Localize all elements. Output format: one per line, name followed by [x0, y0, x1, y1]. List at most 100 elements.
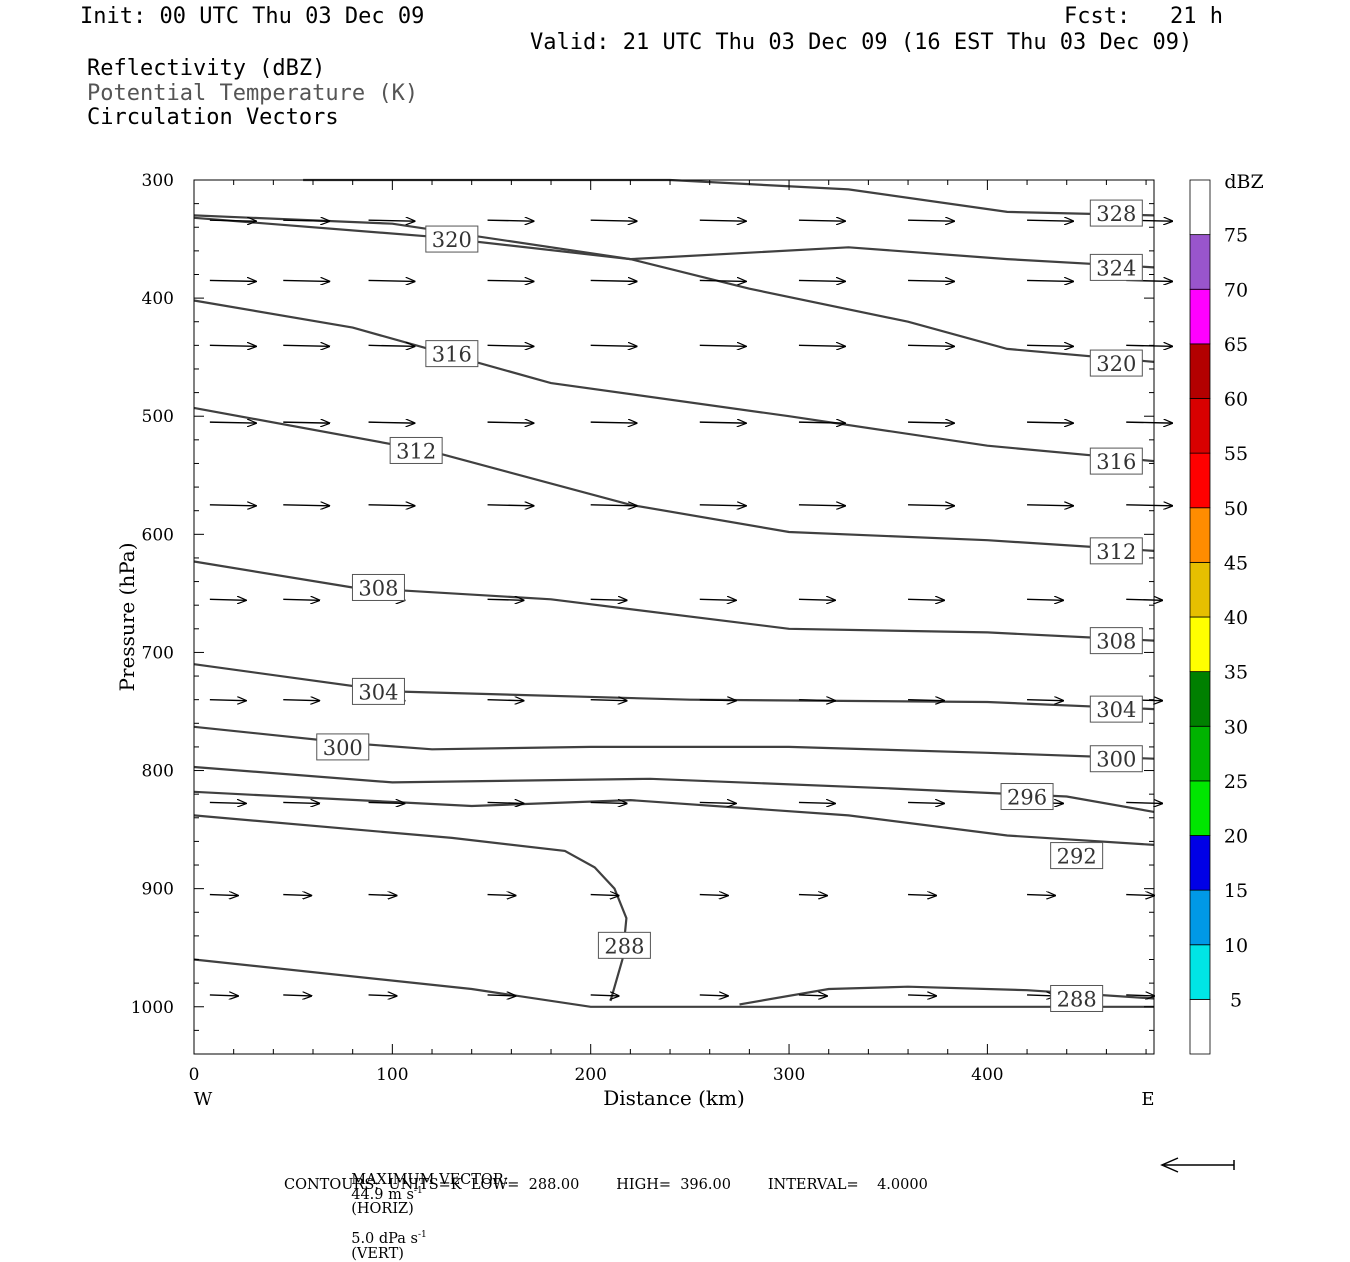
contour-label-320: 320	[1089, 349, 1143, 377]
circulation-vector	[209, 422, 256, 423]
circulation-vector	[209, 995, 238, 996]
contour-label-288: 288	[597, 931, 651, 959]
circulation-vector	[699, 995, 728, 996]
circulation-vector	[487, 995, 516, 996]
circulation-vector	[699, 895, 728, 896]
circulation-vector	[487, 802, 524, 803]
circulation-vector	[908, 220, 954, 221]
contour-label-288: 288	[1050, 984, 1104, 1012]
circulation-vector	[798, 220, 845, 221]
circulation-vector	[590, 345, 637, 346]
colorbar-bin	[1189, 889, 1211, 946]
circulation-vector	[1027, 505, 1073, 506]
colorbar: 5 10 15 20 25 30 35 40 45 50 55 60 65 70 75	[1189, 179, 1248, 1055]
svg-text:300: 300	[323, 736, 363, 760]
circulation-vector	[1027, 599, 1063, 600]
contour-label-304: 304	[1089, 695, 1143, 723]
colorbar-label: 35	[1224, 662, 1248, 684]
colorbar-bin	[1189, 780, 1211, 836]
y-tick-label: 900	[142, 880, 174, 900]
colorbar-label: 15	[1224, 880, 1248, 902]
colorbar-label: 40	[1224, 607, 1248, 629]
colorbar-bin	[1189, 725, 1211, 782]
x-tick-label: 300	[773, 1065, 805, 1085]
axis-ticks-layer: 300 400 500 600 700 800 900 1000 0 100 200 300 400	[131, 171, 1154, 1085]
colorbar-label: 10	[1224, 935, 1248, 957]
contour-label-316: 316	[1089, 447, 1143, 475]
circulation-vector	[699, 220, 746, 221]
circulation-vector	[283, 220, 329, 221]
vectors-layer	[209, 220, 1172, 996]
horiz-unit-exponent: -1	[413, 1186, 423, 1196]
circulation-vector	[283, 280, 329, 281]
contour-label-300: 300	[1089, 745, 1143, 773]
colorbar-bin	[1189, 179, 1211, 236]
colorbar-bin	[1189, 398, 1211, 454]
circulation-vector	[1027, 700, 1063, 701]
colorbar-label: 60	[1224, 389, 1248, 411]
circulation-vector	[798, 995, 827, 996]
contour-label-312: 312	[389, 436, 443, 464]
circulation-vector	[908, 599, 944, 600]
circulation-vector	[1027, 345, 1073, 346]
circulation-vector	[1027, 220, 1073, 221]
circulation-vector	[908, 700, 944, 701]
circulation-vector	[798, 280, 845, 281]
max-vector-label: MAXIMUM VECTOR:	[351, 1171, 509, 1188]
circulation-vector	[1027, 280, 1073, 281]
x-axis-label: Distance (km)	[603, 1086, 745, 1110]
circulation-vector	[590, 220, 637, 221]
circulation-vector	[590, 505, 637, 506]
circulation-vector	[283, 599, 319, 600]
svg-text:312: 312	[396, 439, 436, 463]
circulation-vector	[209, 802, 246, 803]
circulation-vector	[908, 505, 954, 506]
circulation-vector	[590, 700, 627, 701]
contour-label-324: 324	[1089, 253, 1143, 281]
circulation-vector	[798, 599, 835, 600]
circulation-vector	[1027, 422, 1073, 423]
circulation-vector	[590, 422, 637, 423]
circulation-vector	[798, 345, 845, 346]
contours-layer	[193, 178, 1155, 1008]
colorbar-label: 25	[1224, 771, 1248, 793]
circulation-vector	[209, 505, 256, 506]
circulation-vector	[368, 422, 415, 423]
circulation-vector	[699, 345, 746, 346]
circulation-vector	[209, 895, 238, 896]
svg-text:288: 288	[1057, 987, 1097, 1011]
circulation-vector	[798, 700, 835, 701]
circulation-vector	[699, 505, 746, 506]
circulation-vector	[798, 505, 845, 506]
colorbar-bin	[1189, 288, 1211, 345]
circulation-vector	[283, 895, 311, 896]
circulation-vector	[487, 505, 534, 506]
svg-text:320: 320	[432, 228, 472, 252]
circulation-vector	[209, 345, 256, 346]
circulation-vector	[368, 802, 405, 803]
circulation-vector	[283, 422, 329, 423]
contour-line-296	[193, 765, 1155, 813]
reference-vector-arrow	[1160, 1157, 1235, 1173]
svg-text:328: 328	[1096, 202, 1136, 226]
contour-line-292	[193, 790, 1155, 846]
circulation-vector	[1126, 895, 1154, 896]
field-label-circulation-vectors: Circulation Vectors	[87, 105, 339, 130]
colorbar-bin	[1189, 561, 1211, 618]
svg-text:316: 316	[432, 343, 472, 367]
svg-text:312: 312	[1096, 540, 1136, 564]
contour-line-312	[193, 406, 1155, 552]
circulation-vector	[1027, 895, 1055, 896]
circulation-vector	[590, 895, 619, 896]
y-tick-label: 800	[142, 762, 174, 782]
circulation-vector	[908, 995, 936, 996]
svg-text:316: 316	[1096, 450, 1136, 474]
circulation-vector	[1126, 422, 1172, 423]
horiz-tag: (HORIZ)	[351, 1201, 414, 1218]
circulation-vector	[487, 422, 534, 423]
contour-label-328: 328	[1089, 199, 1143, 227]
circulation-vector	[487, 700, 524, 701]
circulation-vector	[283, 995, 311, 996]
circulation-vector	[908, 280, 954, 281]
